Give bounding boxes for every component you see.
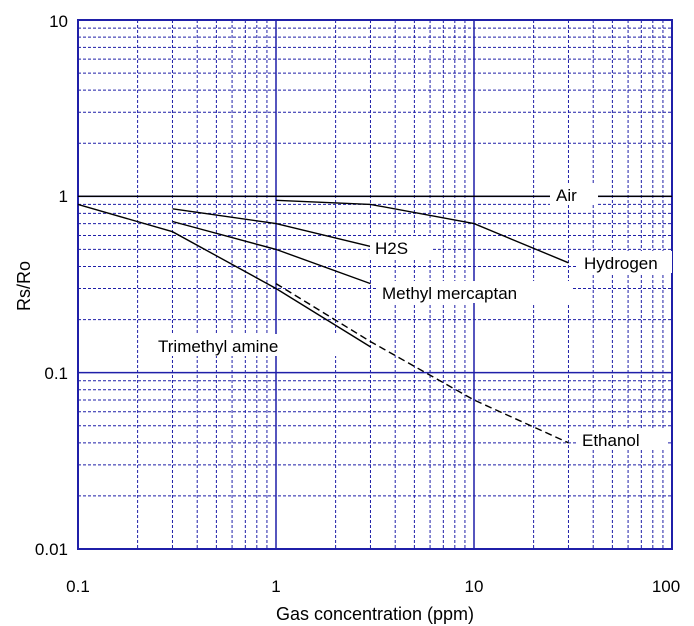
series-label-ethanol: Ethanol <box>582 431 640 450</box>
y-tick-labels: 0.01 0.1 1 10 <box>35 12 68 559</box>
x-tick-labels: 0.1 1 10 100 <box>66 577 680 596</box>
series-label-air: Air <box>556 186 577 205</box>
x-tick-label-0: 0.1 <box>66 577 90 596</box>
y-axis-label: Rs/Ro <box>14 261 34 311</box>
y-tick-label-2: 1 <box>59 187 68 206</box>
series-label-hydrogen: Hydrogen <box>584 254 658 273</box>
series-label-methyl-mercaptan: Methyl mercaptan <box>382 284 517 303</box>
series-label-trimethyl-amine: Trimethyl amine <box>158 337 278 356</box>
y-tick-label-3: 10 <box>49 12 68 31</box>
x-tick-label-2: 10 <box>465 577 484 596</box>
plot-background <box>78 20 672 549</box>
x-axis-label: Gas concentration (ppm) <box>276 604 474 624</box>
series-label-h2s: H2S <box>375 239 408 258</box>
x-tick-label-3: 100 <box>652 577 680 596</box>
y-tick-label-1: 0.1 <box>44 364 68 383</box>
y-tick-label-0: 0.01 <box>35 540 68 559</box>
x-tick-label-1: 1 <box>271 577 280 596</box>
